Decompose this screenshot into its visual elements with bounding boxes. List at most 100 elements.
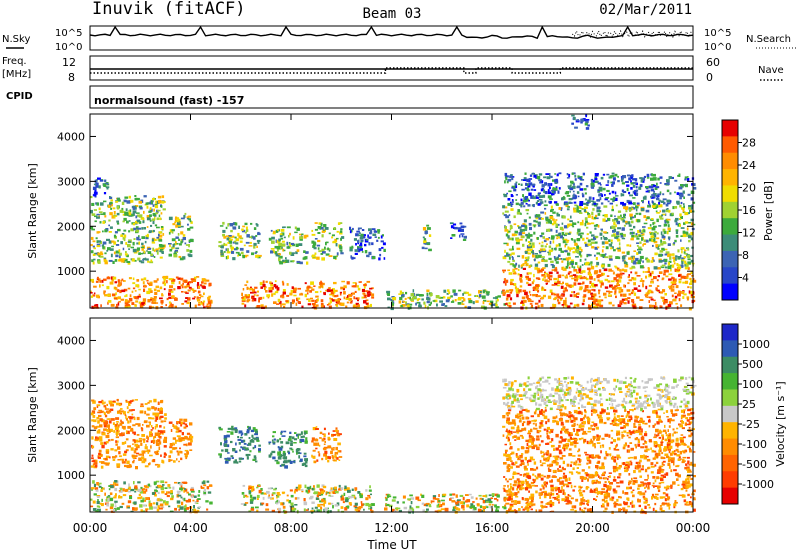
velocity-cell — [93, 419, 97, 423]
velocity-cell — [577, 471, 581, 475]
power-cell — [366, 254, 369, 258]
velocity-cell — [112, 422, 115, 425]
power-cell — [604, 214, 608, 218]
power-cell — [240, 251, 244, 254]
velocity-cell — [172, 442, 175, 445]
velocity-cell — [288, 436, 291, 440]
power-cell — [562, 236, 565, 240]
power-cell — [368, 228, 372, 232]
power-cell — [524, 172, 527, 175]
power-cell — [318, 250, 322, 253]
power-cell — [523, 219, 527, 223]
velocity-cell — [597, 473, 599, 476]
power-cell — [283, 236, 286, 239]
power-cell — [269, 281, 272, 284]
power-cell — [590, 184, 595, 187]
velocity-cell — [348, 502, 352, 505]
velocity-cell — [154, 481, 156, 486]
velocity-cell — [159, 497, 162, 500]
power-cell — [546, 274, 551, 278]
power-cell — [118, 301, 121, 303]
velocity-cell — [335, 427, 338, 430]
velocity-cell — [176, 435, 181, 438]
velocity-cell — [189, 434, 192, 437]
velocity-cell — [307, 486, 310, 490]
velocity-cell — [449, 493, 452, 496]
velocity-cell — [203, 490, 207, 494]
velocity-cell — [256, 439, 260, 442]
power-cell — [325, 241, 327, 246]
power-cell — [112, 276, 117, 280]
power-cell — [562, 306, 565, 308]
power-cell — [630, 187, 633, 190]
velocity-cell — [325, 456, 328, 460]
power-cell — [656, 279, 659, 282]
power-cell — [303, 250, 306, 253]
power-cell — [460, 233, 465, 235]
velocity-cell — [326, 491, 328, 493]
velocity-cell — [603, 471, 606, 474]
power-cell — [597, 246, 600, 249]
velocity-cell — [135, 423, 139, 425]
power-cell — [579, 212, 583, 214]
power-cell — [519, 277, 522, 281]
velocity-cell — [117, 424, 120, 428]
velocity-cell — [359, 493, 362, 496]
power-cell — [611, 183, 614, 187]
velocity-cell — [256, 486, 259, 489]
power-cell — [481, 305, 485, 309]
power-cell — [133, 259, 137, 262]
power-cell — [280, 229, 285, 232]
power-cell — [533, 219, 536, 223]
velocity-cell — [561, 485, 563, 490]
velocity-cell — [268, 496, 272, 499]
power-cell — [299, 236, 303, 240]
power-cell — [527, 244, 531, 247]
velocity-cell — [300, 435, 303, 439]
power-cell — [132, 212, 135, 216]
velocity-cell — [390, 509, 394, 512]
power-cell — [148, 282, 150, 285]
power-cell — [187, 297, 191, 301]
power-cell — [553, 293, 557, 296]
power-cell — [582, 237, 585, 241]
power-cell — [668, 260, 672, 263]
velocity-cell — [163, 452, 166, 456]
power-cell — [614, 215, 616, 218]
power-cell — [156, 278, 159, 281]
velocity-cell — [224, 460, 229, 464]
power-cell — [177, 277, 181, 280]
power-cell — [680, 275, 685, 279]
power-cell — [144, 240, 147, 244]
velocity-cell — [271, 450, 276, 454]
velocity-cell — [280, 445, 284, 449]
power-cell — [123, 229, 127, 232]
velocity-cell — [135, 448, 138, 450]
power-cell — [460, 228, 464, 232]
power-cell — [568, 271, 572, 274]
velocity-cell — [339, 450, 342, 453]
velocity-cell — [186, 432, 191, 435]
velocity-cell — [384, 496, 387, 499]
velocity-cell — [292, 460, 296, 463]
power-cell — [181, 238, 184, 243]
power-cell — [685, 263, 689, 267]
velocity-cell — [155, 416, 158, 420]
velocity-cell — [96, 406, 99, 408]
power-cell — [508, 272, 513, 275]
power-cell — [171, 230, 174, 234]
velocity-cell — [276, 494, 278, 497]
power-cell — [584, 222, 587, 227]
power-cell — [642, 196, 647, 200]
power-cell — [577, 229, 580, 233]
power-cell — [546, 176, 551, 180]
power-cell — [335, 303, 338, 305]
velocity-cell — [176, 458, 178, 461]
velocity-cell — [348, 495, 352, 499]
power-cell — [150, 306, 155, 309]
power-cell — [576, 246, 579, 249]
velocity-cell — [304, 458, 308, 462]
power-cell — [514, 286, 517, 290]
power-cell — [149, 208, 153, 212]
velocity-cell — [358, 509, 361, 512]
